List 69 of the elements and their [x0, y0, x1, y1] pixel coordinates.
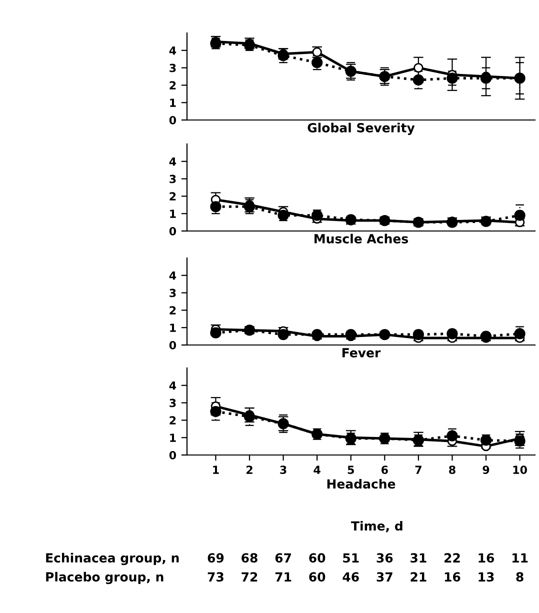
y-tick-label: 3: [170, 64, 176, 72]
x-tick-label: 7: [415, 466, 422, 474]
point: [446, 430, 458, 442]
x-axis-title: Global Severity: [308, 122, 415, 135]
y-tick-label: 2: [170, 416, 176, 424]
text: 36: [376, 553, 393, 563]
point: [244, 411, 256, 422]
point: [210, 406, 222, 418]
y-tick-label: 2: [170, 192, 176, 200]
point: [480, 330, 492, 342]
point: [210, 327, 222, 338]
y-tick-label: 0: [169, 116, 176, 124]
text: 51: [343, 553, 359, 563]
text: 72: [242, 572, 258, 582]
point: [514, 210, 526, 221]
y-tick-label: 3: [170, 398, 176, 408]
text: Echinacea group, n: [46, 552, 179, 566]
point: [412, 74, 424, 86]
text: 22: [444, 553, 460, 562]
point: [278, 329, 289, 340]
y-tick-label: 1: [170, 210, 176, 218]
x-axis-title: Muscle Aches: [314, 234, 408, 244]
text: 21: [410, 572, 426, 582]
text: Time, d: [351, 520, 402, 532]
text: 37: [376, 572, 392, 582]
x-tick-label: 5: [348, 466, 354, 474]
x-tick-label: 10: [513, 466, 527, 474]
y-tick-label: 4: [169, 272, 176, 280]
text: 68: [242, 553, 258, 563]
text: 69: [208, 553, 224, 563]
y-tick-label: 2: [170, 81, 176, 90]
y-tick-label: 1: [170, 434, 176, 442]
x-tick-label: 9: [482, 466, 490, 474]
x-tick-label: 4: [314, 466, 320, 474]
y-tick-label: 1: [170, 324, 176, 332]
text: 46: [342, 572, 359, 582]
y-tick-label: 4: [169, 46, 176, 55]
text: 67: [275, 553, 291, 563]
x-tick-label: 3: [280, 466, 286, 474]
text: 16: [478, 553, 494, 563]
text: 8: [516, 572, 524, 582]
text: 60: [309, 572, 326, 582]
text: 13: [478, 572, 494, 582]
y-tick-label: 2: [170, 306, 176, 314]
y-tick-label: 4: [169, 382, 176, 390]
x-tick-label: 1: [213, 466, 219, 474]
point: [412, 329, 424, 340]
x-axis-title: Fever: [342, 348, 381, 358]
text: 71: [275, 572, 292, 582]
y-tick-label: 0: [169, 340, 176, 350]
text: 31: [410, 553, 426, 563]
y-tick-label: 1: [170, 98, 176, 107]
text: 11: [512, 553, 528, 562]
text: 73: [208, 572, 224, 582]
y-tick-label: 0: [169, 450, 176, 460]
text: Placebo group, n: [46, 572, 164, 584]
point: [446, 328, 458, 340]
point: [480, 72, 492, 84]
y-tick-label: 3: [170, 174, 176, 184]
text: 60: [309, 553, 326, 563]
x-tick-label: 6: [381, 466, 388, 474]
x-tick-label: 8: [449, 466, 456, 474]
y-tick-label: 4: [169, 158, 176, 166]
y-tick-label: 3: [170, 288, 176, 298]
point: [414, 62, 424, 73]
x-tick-label: 2: [246, 466, 252, 474]
x-axis-title: Headache: [327, 478, 396, 489]
y-tick-label: 0: [169, 226, 176, 236]
text: 16: [444, 572, 460, 582]
